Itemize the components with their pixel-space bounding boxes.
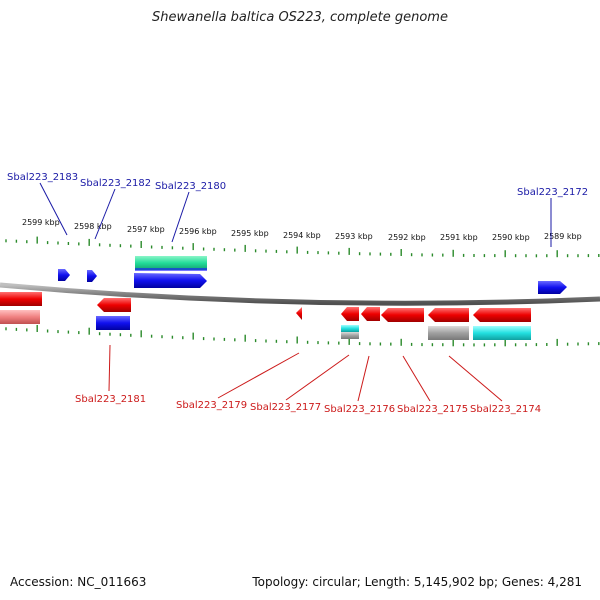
leader-line (108, 344, 111, 392)
scale-label: 2595 kbp (231, 229, 269, 238)
gene-label[interactable]: Sbal223_2182 (80, 178, 151, 189)
feature-cyan[interactable] (341, 325, 359, 332)
gene-arrow-reverse[interactable] (381, 308, 424, 322)
gene-arrow-reverse[interactable] (97, 298, 131, 312)
leader-lines (39, 182, 552, 402)
scale-labels: 2599 kbp 2598 kbp 2597 kbp 2596 kbp 2595… (22, 218, 582, 242)
feature-pink[interactable] (0, 310, 40, 324)
scale-label: 2593 kbp (335, 232, 373, 241)
gene-label[interactable]: Sbal223_2175 (397, 404, 468, 415)
scale-label: 2594 kbp (283, 231, 321, 240)
gene-arrow-forward[interactable] (58, 269, 70, 281)
gene-arrow-reverse[interactable] (428, 308, 469, 322)
genome-summary: Topology: circular; Length: 5,145,902 bp… (252, 575, 582, 589)
leader-line (448, 355, 503, 402)
leader-line (94, 188, 116, 240)
gene-arrow-forward[interactable] (96, 316, 130, 330)
leader-line (217, 352, 300, 399)
gene-label[interactable]: Sbal223_2177 (250, 402, 321, 413)
gene-arrow-reverse[interactable] (296, 307, 302, 320)
scale-ticks-top (5, 236, 600, 258)
reverse-features (0, 292, 531, 340)
gene-label[interactable]: Sbal223_2174 (470, 404, 541, 415)
forward-features (58, 256, 567, 294)
leader-line (402, 355, 431, 402)
gene-arrow-forward[interactable] (87, 270, 97, 282)
scale-label: 2592 kbp (388, 233, 426, 242)
scale-label: 2599 kbp (22, 218, 60, 227)
scale-label: 2591 kbp (440, 233, 478, 242)
gene-arrow-reverse[interactable] (0, 292, 42, 306)
scale-label: 2597 kbp (127, 225, 165, 234)
accession-text: Accession: NC_011663 (10, 575, 147, 589)
leader-line (285, 354, 350, 401)
leader-line (171, 191, 190, 243)
gene-label[interactable]: Sbal223_2179 (176, 400, 247, 411)
gene-label[interactable]: Sbal223_2176 (324, 404, 395, 415)
leader-line (39, 182, 68, 236)
gene-label[interactable]: Sbal223_2181 (75, 394, 146, 405)
gene-arrow-reverse[interactable] (341, 307, 359, 321)
gene-arrow-forward[interactable] (134, 273, 207, 288)
gene-label[interactable]: Sbal223_2183 (7, 172, 78, 183)
map-title: Shewanella baltica OS223, complete genom… (152, 10, 448, 25)
scale-label: 2598 kbp (74, 222, 112, 231)
gene-label[interactable]: Sbal223_2172 (517, 187, 588, 198)
gene-arrow-reverse[interactable] (473, 308, 531, 322)
leader-line (357, 355, 370, 402)
gene-label[interactable]: Sbal223_2180 (155, 181, 226, 192)
scale-label: 2596 kbp (179, 227, 217, 236)
gene-arrow-forward[interactable] (538, 281, 567, 294)
genome-backbone (0, 282, 600, 306)
scale-label: 2589 kbp (544, 232, 582, 241)
gene-labels: Sbal223_2183 Sbal223_2182 Sbal223_2180 S… (7, 172, 588, 415)
feature-grey[interactable] (341, 332, 359, 339)
scale-ticks-bottom (5, 325, 600, 347)
feature-cyan[interactable] (473, 326, 531, 340)
feature-grey[interactable] (428, 326, 469, 340)
rna-feature-shadow (135, 268, 207, 271)
scale-label: 2590 kbp (492, 233, 530, 242)
rna-feature[interactable] (135, 256, 207, 270)
gene-arrow-reverse[interactable] (361, 307, 380, 321)
